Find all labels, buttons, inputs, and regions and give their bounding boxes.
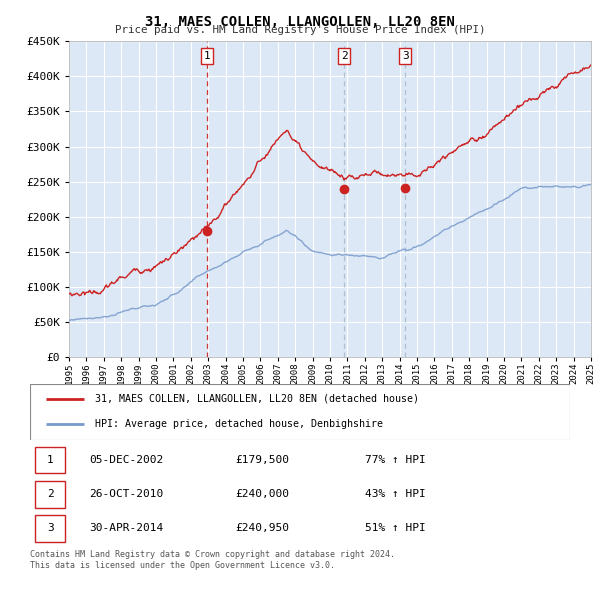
Text: Price paid vs. HM Land Registry's House Price Index (HPI): Price paid vs. HM Land Registry's House … xyxy=(115,25,485,35)
Bar xyxy=(35,481,65,507)
Text: Contains HM Land Registry data © Crown copyright and database right 2024.: Contains HM Land Registry data © Crown c… xyxy=(30,550,395,559)
Text: 3: 3 xyxy=(402,51,409,61)
Text: 2: 2 xyxy=(47,489,53,499)
Text: 05-DEC-2002: 05-DEC-2002 xyxy=(89,455,164,465)
Text: 2: 2 xyxy=(341,51,347,61)
Text: 43% ↑ HPI: 43% ↑ HPI xyxy=(365,489,425,499)
Text: 26-OCT-2010: 26-OCT-2010 xyxy=(89,489,164,499)
Bar xyxy=(35,514,65,542)
Text: 31, MAES COLLEN, LLANGOLLEN, LL20 8EN: 31, MAES COLLEN, LLANGOLLEN, LL20 8EN xyxy=(145,15,455,29)
Text: 1: 1 xyxy=(47,455,53,465)
Text: 3: 3 xyxy=(47,523,53,533)
Bar xyxy=(35,447,65,473)
Text: HPI: Average price, detached house, Denbighshire: HPI: Average price, detached house, Denb… xyxy=(95,419,383,430)
Text: £240,000: £240,000 xyxy=(235,489,289,499)
Text: £179,500: £179,500 xyxy=(235,455,289,465)
Text: 1: 1 xyxy=(203,51,210,61)
Text: 77% ↑ HPI: 77% ↑ HPI xyxy=(365,455,425,465)
Text: 31, MAES COLLEN, LLANGOLLEN, LL20 8EN (detached house): 31, MAES COLLEN, LLANGOLLEN, LL20 8EN (d… xyxy=(95,394,419,404)
Text: 30-APR-2014: 30-APR-2014 xyxy=(89,523,164,533)
Text: This data is licensed under the Open Government Licence v3.0.: This data is licensed under the Open Gov… xyxy=(30,560,335,569)
Text: £240,950: £240,950 xyxy=(235,523,289,533)
Text: 51% ↑ HPI: 51% ↑ HPI xyxy=(365,523,425,533)
